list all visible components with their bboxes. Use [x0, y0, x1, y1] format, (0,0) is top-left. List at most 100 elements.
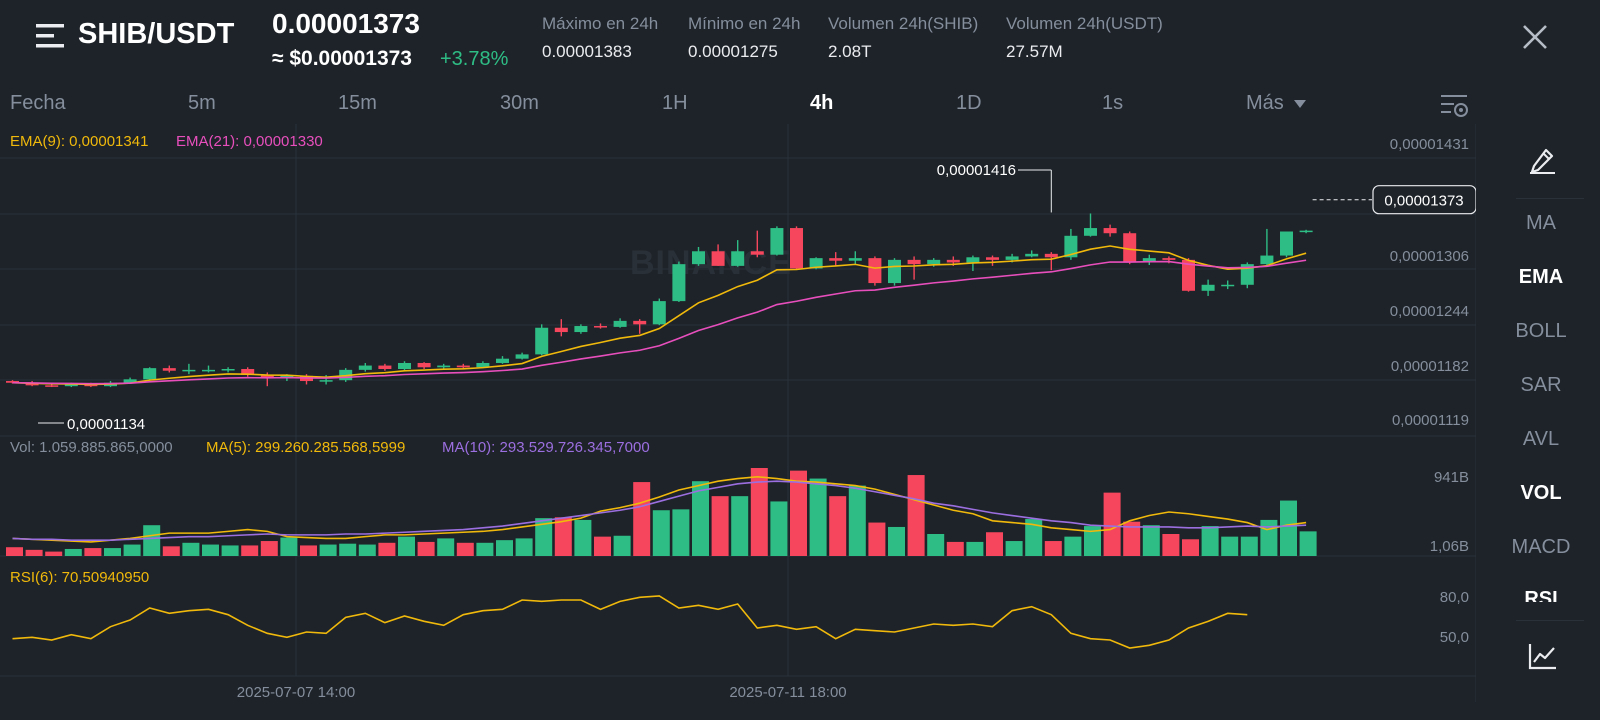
- more-label: Más: [1246, 92, 1284, 114]
- candle-body: [1240, 264, 1254, 285]
- candle-body: [1299, 230, 1313, 233]
- candle-body: [1221, 284, 1235, 287]
- volume-bar: [927, 534, 945, 556]
- candle-body: [927, 259, 941, 265]
- menu-icon[interactable]: [34, 22, 66, 50]
- binance-watermark: BINANCE: [630, 244, 792, 282]
- volume-bar: [25, 549, 43, 556]
- volume-bar: [554, 517, 572, 556]
- candle-body: [1182, 259, 1195, 291]
- volume-bar: [829, 496, 847, 556]
- volume-bar: [1280, 500, 1297, 556]
- candle-body: [319, 380, 333, 382]
- indicator-boll[interactable]: BOLL: [1515, 320, 1567, 342]
- volume-legend: Vol: 1.059.885.865,0000: [10, 439, 173, 456]
- last-price: 0.00001373: [272, 8, 420, 39]
- volume-bar: [711, 496, 729, 556]
- volume-bar: [692, 481, 709, 556]
- volume-bar: [966, 541, 984, 556]
- volume-bar: [848, 485, 866, 556]
- candle-body: [182, 369, 196, 372]
- candle-body: [45, 385, 59, 387]
- close-icon[interactable]: [1520, 22, 1550, 52]
- tab-1d[interactable]: 1D: [956, 92, 982, 114]
- candle-body: [574, 326, 588, 333]
- volume-bar: [456, 542, 474, 556]
- stat-24h-volume-usdt: Volumen 24h(USDT) 27.57M: [1006, 14, 1163, 62]
- candle-body: [692, 251, 705, 265]
- tab-5m[interactable]: 5m: [188, 92, 216, 114]
- volume-bar: [280, 537, 298, 556]
- volume-bar: [398, 536, 415, 556]
- indicator-vol[interactable]: VOL: [1520, 482, 1562, 504]
- volume-bar: [731, 496, 749, 556]
- usd-equivalent-price: ≈ $0.00001373: [272, 47, 412, 70]
- volume-ma5-legend: MA(5): 299.260.285.568,5999: [206, 439, 405, 456]
- volume-bar: [1123, 521, 1141, 556]
- candle-body: [907, 259, 921, 265]
- volume-bar: [84, 548, 102, 556]
- indicator-sidebar: MA EMA BOLL SAR AVL VOL MACD: [1508, 124, 1600, 702]
- sidebar-divider: [1516, 620, 1584, 621]
- candle-body: [84, 384, 98, 387]
- volume-bar: [1084, 526, 1101, 556]
- candle-body: [143, 368, 157, 380]
- indicator-sar[interactable]: SAR: [1520, 374, 1562, 396]
- volume-bar: [64, 548, 82, 556]
- volume-bar: [378, 542, 396, 556]
- volume-bar: [888, 526, 905, 556]
- candle-body: [437, 365, 451, 368]
- candle-body: [417, 362, 431, 368]
- current-price-label: 0,00001373: [1384, 193, 1463, 210]
- price-change-percent: +3.78%: [440, 48, 509, 70]
- volume-bar: [339, 543, 357, 556]
- tab-30m[interactable]: 30m: [500, 92, 539, 114]
- tab-15m[interactable]: 15m: [338, 92, 377, 114]
- indicator-macd[interactable]: MACD: [1511, 536, 1571, 558]
- line-chart-icon[interactable]: [1528, 642, 1558, 670]
- indicator-ma[interactable]: MA: [1526, 212, 1556, 234]
- chart-settings-icon[interactable]: [1438, 92, 1470, 120]
- volume-bar: [1260, 519, 1278, 556]
- candle-body: [1005, 256, 1019, 260]
- stat-value: 2.08T: [828, 42, 872, 61]
- volume-bar: [1240, 536, 1258, 556]
- volume-bar: [104, 548, 121, 556]
- ema9-legend: EMA(9): 0,00001341: [10, 133, 148, 150]
- pencil-draw-icon[interactable]: [1528, 144, 1556, 174]
- trading-pair-title[interactable]: SHIB/USDT: [78, 18, 235, 50]
- indicator-rsi[interactable]: RSI: [1524, 588, 1558, 602]
- stat-24h-low: Mínimo en 24h 0.00001275: [688, 14, 800, 62]
- more-timeframes-button[interactable]: Más: [1246, 92, 1307, 115]
- volume-bar: [1103, 492, 1121, 556]
- candlestick-chart[interactable]: 0,00001431 0,00001306 0,00001244 0,00001182…: [0, 124, 1476, 702]
- indicator-ema[interactable]: EMA: [1518, 266, 1564, 288]
- volume-bar: [750, 468, 768, 556]
- volume-bar: [202, 544, 219, 556]
- candle-body: [64, 384, 78, 387]
- current-price-box: [1372, 185, 1476, 215]
- candle-body: [1260, 255, 1274, 265]
- candle-body: [731, 251, 745, 266]
- volume-bar: [1221, 536, 1239, 556]
- candle-body: [260, 375, 274, 379]
- tab-fecha[interactable]: Fecha: [10, 92, 66, 114]
- volume-bar: [221, 545, 239, 556]
- tab-1s[interactable]: 1s: [1102, 92, 1124, 114]
- indicator-avl[interactable]: AVL: [1522, 428, 1560, 450]
- candle-body: [496, 358, 509, 363]
- candle-body: [594, 326, 607, 328]
- stat-label: Volumen 24h(SHIB): [828, 14, 979, 33]
- candle-body: [1123, 233, 1137, 263]
- volume-ma5-line: [12, 475, 1307, 543]
- tab-4h[interactable]: 4h: [810, 92, 834, 114]
- volume-bar: [319, 544, 337, 556]
- candle-body: [770, 228, 784, 255]
- sidebar-divider: [1516, 198, 1584, 199]
- candle-body: [1280, 231, 1293, 256]
- price-axis-label: 0,00001306: [1390, 248, 1469, 265]
- candle-body: [456, 365, 470, 368]
- candle-body: [1044, 253, 1058, 258]
- tab-1h[interactable]: 1H: [662, 92, 688, 114]
- ema9-line: [12, 245, 1307, 386]
